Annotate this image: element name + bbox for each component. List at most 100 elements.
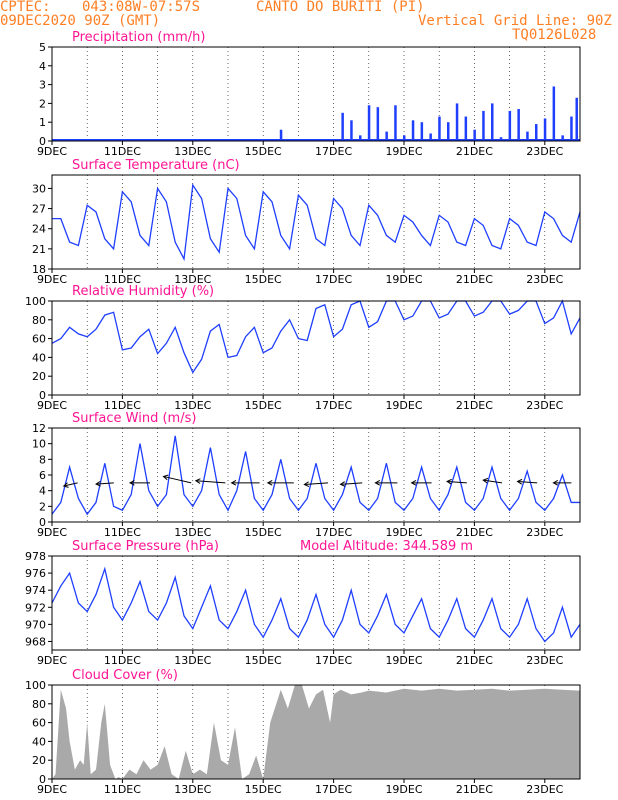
wind-ytick-label: 2 bbox=[39, 500, 46, 513]
cloud-ytick-label: 20 bbox=[32, 754, 46, 767]
wind-vector bbox=[340, 482, 363, 485]
rh-ytick-label: 20 bbox=[32, 370, 46, 383]
pres-annotation: Model Altitude: 344.589 m bbox=[300, 539, 473, 554]
cloud-xtick-label: 13DEC bbox=[174, 783, 211, 796]
precip-bar bbox=[341, 112, 344, 141]
wind-ytick-label: 0 bbox=[39, 516, 46, 529]
precip-ytick-label: 5 bbox=[39, 41, 46, 54]
temp-xtick-label: 23DEC bbox=[526, 273, 563, 286]
precip-bar bbox=[526, 131, 529, 141]
wind-series-line bbox=[51, 435, 580, 516]
temp-xtick-label: 17DEC bbox=[315, 273, 352, 286]
temp-xtick-label: 15DEC bbox=[245, 273, 282, 286]
cloud-panel bbox=[48, 684, 581, 783]
wind-xtick-label: 23DEC bbox=[526, 526, 563, 539]
cloud-xtick-label: 9DEC bbox=[37, 783, 67, 796]
pres-ytick-label: 978 bbox=[25, 550, 46, 563]
rh-title: Relative Humidity (%) bbox=[72, 284, 214, 299]
wind-xtick-label: 15DEC bbox=[245, 526, 282, 539]
header-grid-note: Vertical Grid Line: 90Z bbox=[418, 13, 612, 29]
cloud-frame bbox=[51, 684, 581, 780]
precip-bar bbox=[350, 120, 353, 141]
wind-ytick-label: 10 bbox=[32, 438, 46, 451]
precip-xtick-label: 9DEC bbox=[37, 145, 67, 158]
pres-xtick-label: 9DEC bbox=[37, 654, 67, 667]
pres-ytick-label: 972 bbox=[25, 601, 46, 614]
precip-bar bbox=[464, 116, 468, 141]
precip-bar bbox=[535, 124, 538, 141]
precip-bar bbox=[385, 131, 388, 141]
header-coords: 043:08W-07:57S bbox=[82, 0, 201, 15]
rh-frame bbox=[51, 300, 581, 396]
pres-panel bbox=[48, 555, 581, 654]
precip-bar bbox=[517, 109, 520, 141]
cloud-xtick-label: 11DEC bbox=[104, 783, 141, 796]
wind-ytick-label: 6 bbox=[39, 469, 46, 482]
pres-ytick-label: 976 bbox=[25, 567, 46, 580]
wind-xtick-label: 17DEC bbox=[315, 526, 352, 539]
precip-ytick-label: 1 bbox=[39, 116, 46, 129]
wind-ytick-label: 4 bbox=[39, 485, 46, 498]
pres-series-line bbox=[51, 566, 581, 643]
precip-bar bbox=[359, 135, 362, 141]
precip-bar bbox=[570, 116, 573, 141]
precip-frame bbox=[51, 46, 581, 142]
cloud-ytick-label: 0 bbox=[39, 773, 46, 786]
precip-bar bbox=[473, 129, 476, 141]
precip-bar bbox=[455, 103, 459, 141]
precip-bar bbox=[394, 105, 397, 141]
wind-vector-head bbox=[516, 478, 523, 485]
precip-bar bbox=[447, 122, 450, 141]
wind-vector-head bbox=[230, 479, 237, 486]
precip-xtick-label: 13DEC bbox=[174, 145, 211, 158]
wind-vector-head bbox=[266, 479, 273, 486]
wind-vector-head bbox=[410, 479, 417, 486]
wind-xtick-label: 9DEC bbox=[37, 526, 67, 539]
precip-xtick-label: 15DEC bbox=[245, 145, 282, 158]
temp-frame bbox=[51, 174, 581, 270]
precip-xtick-label: 23DEC bbox=[526, 145, 563, 158]
header-model-code: TQ0126L028 bbox=[512, 27, 597, 43]
precip-xtick-label: 19DEC bbox=[385, 145, 422, 158]
cloud-xtick-label: 17DEC bbox=[315, 783, 352, 796]
pres-ytick-label: 974 bbox=[25, 584, 46, 597]
wind-vector bbox=[63, 482, 78, 487]
cloud-title: Cloud Cover (%) bbox=[72, 668, 178, 683]
header-location: CANTO DO BURITI (PI) bbox=[256, 0, 425, 15]
pres-title: Surface Pressure (hPa) bbox=[72, 539, 219, 554]
wind-vector bbox=[517, 480, 538, 484]
pres-xtick-label: 15DEC bbox=[245, 654, 282, 667]
wind-vector-head bbox=[374, 479, 381, 486]
wind-xtick-label: 11DEC bbox=[104, 526, 141, 539]
wind-vector-head bbox=[62, 482, 69, 488]
pres-xtick-label: 19DEC bbox=[385, 654, 422, 667]
cloud-ytick-label: 60 bbox=[32, 717, 46, 730]
rh-series-line bbox=[51, 299, 581, 374]
rh-xtick-label: 9DEC bbox=[37, 399, 67, 412]
precip-bar bbox=[420, 122, 424, 141]
precip-bar bbox=[279, 129, 283, 141]
precip-bar bbox=[429, 133, 432, 141]
cloud-xtick-label: 23DEC bbox=[526, 783, 563, 796]
precip-xtick-label: 21DEC bbox=[456, 145, 493, 158]
precip-bar bbox=[411, 120, 415, 141]
wind-vector-head bbox=[162, 474, 169, 481]
temp-xtick-label: 21DEC bbox=[456, 273, 493, 286]
temp-xtick-label: 9DEC bbox=[37, 273, 67, 286]
precip-bar bbox=[367, 105, 371, 141]
cloud-ytick-label: 40 bbox=[32, 735, 46, 748]
rh-ytick-label: 40 bbox=[32, 351, 46, 364]
wind-ytick-label: 8 bbox=[39, 453, 46, 466]
precip-bar bbox=[491, 103, 494, 141]
wind-vector-head bbox=[303, 481, 310, 488]
wind-vector bbox=[96, 482, 114, 485]
pres-ytick-label: 970 bbox=[25, 618, 46, 631]
rh-ytick-label: 60 bbox=[32, 333, 46, 346]
wind-vector-head bbox=[552, 479, 559, 486]
header-run: 09DEC2020 90Z (GMT) bbox=[0, 13, 161, 29]
cloud-xtick-label: 15DEC bbox=[245, 783, 282, 796]
precip-ytick-label: 2 bbox=[39, 97, 46, 110]
pres-xtick-label: 23DEC bbox=[526, 654, 563, 667]
rh-ytick-label: 100 bbox=[25, 295, 46, 308]
